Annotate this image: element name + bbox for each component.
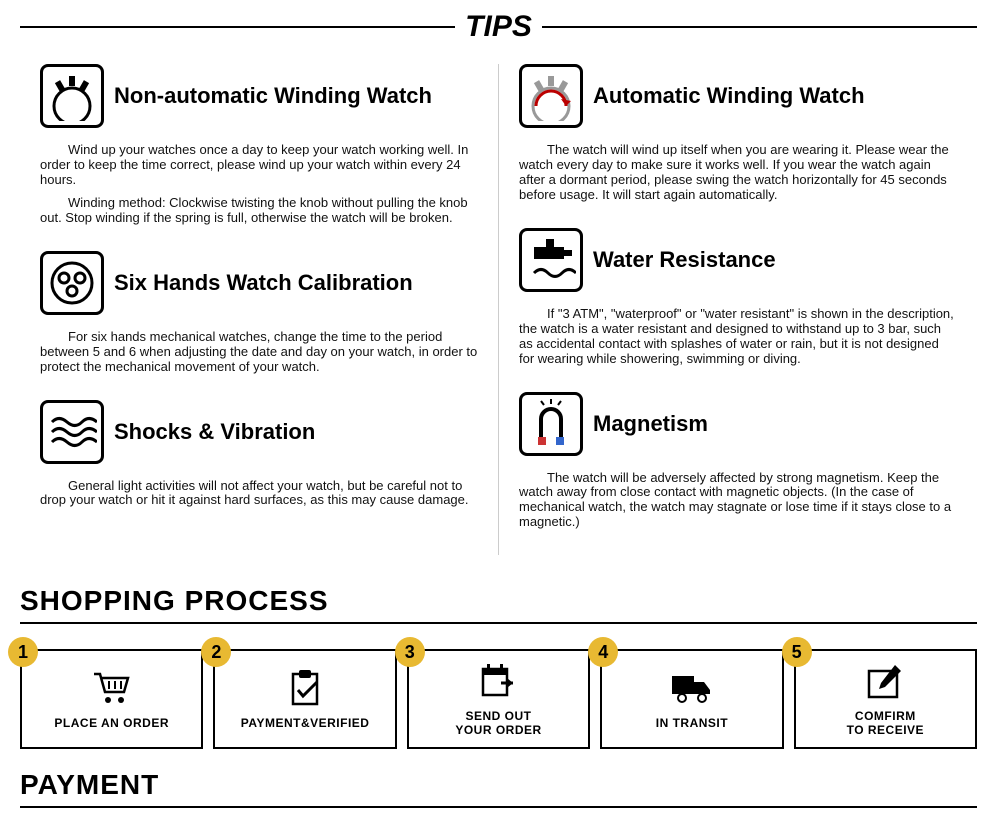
tip-paragraph: The watch will wind up itself when you a… <box>519 143 957 203</box>
shopping-title: SHOPPING PROCESS <box>20 585 977 617</box>
tap-icon <box>519 228 583 292</box>
tip-block: Six Hands Watch Calibration For six hands… <box>40 251 478 375</box>
tip-paragraph: If "3 ATM", "waterproof" or "water resis… <box>519 307 957 367</box>
tip-body: The watch will be adversely affected by … <box>519 471 957 531</box>
magnet-icon <box>519 392 583 456</box>
shop-step-box: SEND OUTYOUR ORDER <box>407 649 590 749</box>
tip-title: Non-automatic Winding Watch <box>114 83 432 109</box>
shop-step: 2PAYMENT&VERIFIED <box>213 649 396 749</box>
tips-header: TIPS <box>20 10 977 44</box>
waves-icon <box>40 400 104 464</box>
tips-right-col: Automatic Winding Watch The watch will wi… <box>499 64 977 555</box>
tip-body: The watch will wind up itself when you a… <box>519 143 957 203</box>
shop-step-box: COMFIRMTO RECEIVE <box>794 649 977 749</box>
tips-grid: Non-automatic Winding Watch Wind up your … <box>20 64 977 555</box>
tips-left-col: Non-automatic Winding Watch Wind up your … <box>20 64 499 555</box>
gear-arrow-icon <box>519 64 583 128</box>
watch-dials-icon <box>40 251 104 315</box>
cart-icon <box>92 668 132 708</box>
shop-step-number: 3 <box>395 637 425 667</box>
tip-body: If "3 ATM", "waterproof" or "water resis… <box>519 307 957 367</box>
shop-step: 5COMFIRMTO RECEIVE <box>794 649 977 749</box>
tip-block: Non-automatic Winding Watch Wind up your … <box>40 64 478 226</box>
shop-step: 3SEND OUTYOUR ORDER <box>407 649 590 749</box>
payment-title: PAYMENT <box>20 769 977 801</box>
shop-step-box: PLACE AN ORDER <box>20 649 203 749</box>
calendar-out-icon <box>479 661 519 701</box>
shop-step-number: 5 <box>782 637 812 667</box>
shop-step-box: PAYMENT&VERIFIED <box>213 649 396 749</box>
tip-head: Shocks & Vibration <box>40 400 478 464</box>
tip-head: Non-automatic Winding Watch <box>40 64 478 128</box>
tip-title: Automatic Winding Watch <box>593 83 865 109</box>
shopping-rule <box>20 622 977 624</box>
tip-paragraph: For six hands mechanical watches, change… <box>40 330 478 375</box>
tips-title: TIPS <box>455 10 542 44</box>
gear-icon <box>40 64 104 128</box>
shop-step-label: PAYMENT&VERIFIED <box>241 716 370 730</box>
tip-head: Automatic Winding Watch <box>519 64 957 128</box>
tip-paragraph: Wind up your watches once a day to keep … <box>40 143 478 188</box>
tip-head: Water Resistance <box>519 228 957 292</box>
tip-title: Water Resistance <box>593 247 776 273</box>
tip-paragraph: The watch will be adversely affected by … <box>519 471 957 531</box>
tip-title: Six Hands Watch Calibration <box>114 270 413 296</box>
header-line-left <box>20 26 455 28</box>
tip-block: Automatic Winding Watch The watch will wi… <box>519 64 957 203</box>
clipboard-icon <box>287 668 323 708</box>
tip-title: Shocks & Vibration <box>114 419 315 445</box>
tip-head: Six Hands Watch Calibration <box>40 251 478 315</box>
pencil-box-icon <box>865 661 905 701</box>
tip-block: Water Resistance If "3 ATM", "waterproof"… <box>519 228 957 367</box>
tip-head: Magnetism <box>519 392 957 456</box>
shop-step-label: COMFIRMTO RECEIVE <box>847 709 924 738</box>
tip-block: Magnetism The watch will be adversely aff… <box>519 392 957 531</box>
tip-block: Shocks & Vibration General light activiti… <box>40 400 478 509</box>
header-line-right <box>542 26 977 28</box>
shop-step-label: SEND OUTYOUR ORDER <box>455 709 541 738</box>
shop-step: 4IN TRANSIT <box>600 649 783 749</box>
payment-rule <box>20 806 977 808</box>
truck-icon <box>670 668 714 708</box>
tip-body: For six hands mechanical watches, change… <box>40 330 478 375</box>
shop-step-label: IN TRANSIT <box>656 716 728 730</box>
tip-paragraph: General light activities will not affect… <box>40 479 478 509</box>
tip-paragraph: Winding method: Clockwise twisting the k… <box>40 196 478 226</box>
shop-step-box: IN TRANSIT <box>600 649 783 749</box>
tip-body: General light activities will not affect… <box>40 479 478 509</box>
shopping-row: 1PLACE AN ORDER2PAYMENT&VERIFIED3SEND OU… <box>20 649 977 749</box>
shop-step-label: PLACE AN ORDER <box>54 716 169 730</box>
shop-step: 1PLACE AN ORDER <box>20 649 203 749</box>
tip-title: Magnetism <box>593 411 708 437</box>
tip-body: Wind up your watches once a day to keep … <box>40 143 478 226</box>
